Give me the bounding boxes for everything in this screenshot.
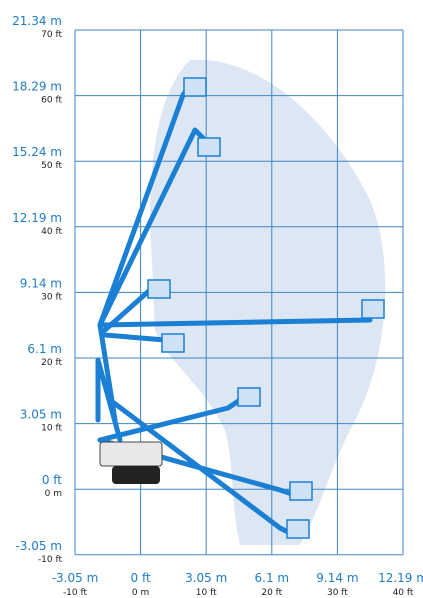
x-label: 6.1 m (255, 571, 290, 585)
lift (95, 77, 385, 539)
y-label: 12.19 m (12, 211, 62, 225)
y-label: -3.05 m (15, 539, 62, 553)
y-label-sub: 40 ft (41, 227, 62, 237)
y-label-sub: 50 ft (41, 161, 62, 171)
y-label-sub: 60 ft (41, 96, 62, 106)
working-envelope (150, 59, 386, 545)
y-label-sub: 0 m (45, 489, 62, 499)
y-label: 0 ft (42, 473, 62, 487)
boom (97, 317, 373, 328)
x-label-sub: 30 ft (327, 588, 348, 598)
y-label: 15.24 m (12, 145, 62, 159)
y-label-sub: 70 ft (41, 30, 62, 40)
boom (97, 127, 208, 328)
x-label: 9.14 m (316, 571, 358, 585)
y-label: 9.14 m (20, 276, 62, 290)
boom (95, 357, 123, 443)
x-label-sub: 20 ft (261, 588, 282, 598)
x-label-sub: 10 ft (196, 588, 217, 598)
x-label-sub: 0 m (132, 588, 149, 598)
boom (102, 332, 168, 343)
x-label-sub: 40 ft (393, 588, 414, 598)
boom (102, 287, 153, 333)
x-label: 3.05 m (185, 571, 227, 585)
y-label-sub: 10 ft (41, 424, 62, 434)
x-label: 12.19 m (378, 571, 423, 585)
platforms (147, 77, 385, 539)
wheels (112, 466, 160, 484)
y-label: 21.34 m (12, 14, 62, 28)
chassis (99, 441, 163, 467)
y-label: 6.1 m (27, 342, 62, 356)
y-label-sub: 30 ft (41, 292, 62, 302)
y-label-sub: 20 ft (41, 358, 62, 368)
grid (74, 29, 404, 556)
x-label-sub: -10 ft (63, 588, 88, 598)
y-label: 3.05 m (20, 408, 62, 422)
y-label: 18.29 m (12, 80, 62, 94)
x-label: 0 ft (131, 571, 151, 585)
y-label-sub: -10 ft (38, 555, 63, 565)
x-label: -3.05 m (52, 571, 99, 585)
boom (97, 397, 243, 443)
